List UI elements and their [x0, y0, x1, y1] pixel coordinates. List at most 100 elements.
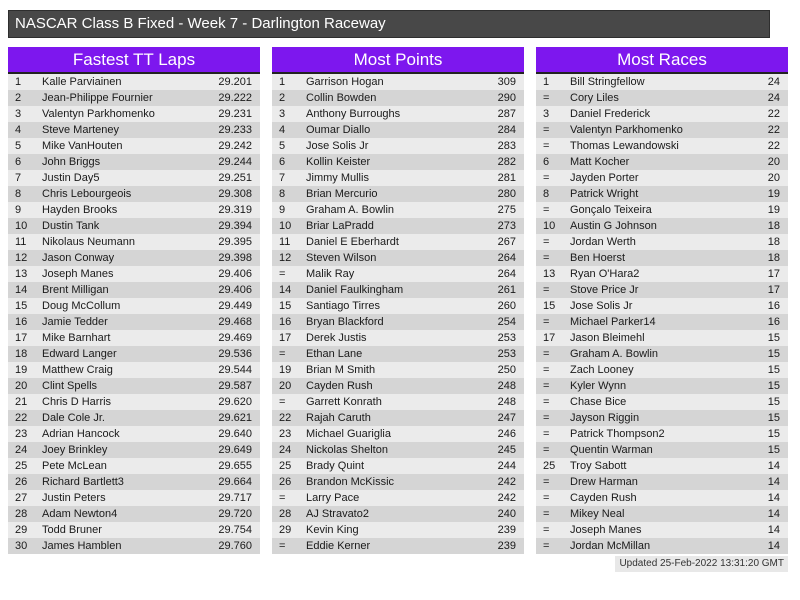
driver-name-cell: Jean-Philippe Fournier	[42, 92, 153, 104]
table-row: = Mikey Neal 14	[536, 506, 788, 522]
driver-name-cell: Joseph Manes	[42, 268, 114, 280]
table-row: = Stove Price Jr 17	[536, 282, 788, 298]
driver-name-cell: Chase Bice	[570, 396, 627, 408]
rank-cell: =	[543, 508, 550, 520]
rank-cell: =	[543, 428, 550, 440]
table-row: = Jayden Porter 20	[536, 170, 788, 186]
driver-name-cell: Richard Bartlett3	[42, 476, 124, 488]
value-cell: 14	[767, 460, 780, 472]
value-cell: 29.717	[218, 492, 252, 504]
value-cell: 246	[497, 428, 516, 440]
rank-cell: =	[543, 364, 550, 376]
driver-name-cell: Steve Marteney	[42, 124, 120, 136]
value-cell: 17	[767, 268, 780, 280]
driver-name-cell: Cayden Rush	[306, 380, 373, 392]
driver-name-cell: Anthony Burroughs	[306, 108, 401, 120]
table-row: 18 Edward Langer 29.536	[8, 346, 260, 362]
value-cell: 15	[767, 332, 780, 344]
driver-name-cell: Troy Sabott	[570, 460, 627, 472]
table-row: 29 Kevin King 239	[272, 522, 524, 538]
table-row: 24 Joey Brinkley 29.649	[8, 442, 260, 458]
driver-name-cell: Jordan Werth	[570, 236, 636, 248]
driver-name-cell: Ethan Lane	[306, 348, 363, 360]
rank-cell: 7	[15, 172, 22, 184]
rank-cell: 17	[543, 332, 556, 344]
table-title: Most Points	[353, 50, 443, 69]
value-cell: 29.406	[218, 268, 252, 280]
value-cell: 29.649	[218, 444, 252, 456]
rank-cell: =	[543, 252, 550, 264]
driver-name-cell: Thomas Lewandowski	[570, 140, 679, 152]
driver-name-cell: Jayson Riggin	[570, 412, 640, 424]
driver-name-cell: Drew Harman	[570, 476, 638, 488]
value-cell: 273	[497, 220, 516, 232]
rank-cell: =	[543, 348, 550, 360]
driver-name-cell: Cory Liles	[570, 92, 619, 104]
table-row: 4 Steve Marteney 29.233	[8, 122, 260, 138]
table-row: = Graham A. Bowlin 15	[536, 346, 788, 362]
value-cell: 22	[767, 140, 780, 152]
value-cell: 29.621	[218, 412, 252, 424]
rank-cell: 11	[279, 236, 291, 248]
table-body: 1 Kalle Parviainen 29.201 2 Jean-Philippe Fo…	[8, 74, 260, 554]
window-title-bar: NASCAR Class B Fixed - Week 7 - Darlingt…	[8, 10, 770, 38]
rank-cell: 23	[279, 428, 292, 440]
driver-name-cell: Bill Stringfellow	[570, 76, 645, 88]
table-header-fastest-tt-laps: Fastest TT Laps	[8, 47, 260, 74]
value-cell: 20	[767, 156, 780, 168]
driver-name-cell: Jose Solis Jr	[306, 140, 369, 152]
table-row: = Jayson Riggin 15	[536, 410, 788, 426]
value-cell: 22	[767, 124, 780, 136]
table-row: 16 Jamie Tedder 29.468	[8, 314, 260, 330]
rank-cell: 13	[15, 268, 28, 280]
driver-name-cell: Valentyn Parkhomenko	[42, 108, 155, 120]
rank-cell: 5	[15, 140, 22, 152]
driver-name-cell: Collin Bowden	[306, 92, 377, 104]
table-row: = Jordan Werth 18	[536, 234, 788, 250]
rank-cell: 8	[15, 188, 22, 200]
driver-name-cell: Justin Day5	[42, 172, 100, 184]
driver-name-cell: Joey Brinkley	[42, 444, 108, 456]
table-row: 17 Mike Barnhart 29.469	[8, 330, 260, 346]
rank-cell: =	[543, 396, 550, 408]
value-cell: 29.395	[218, 236, 252, 248]
rank-cell: 23	[15, 428, 28, 440]
value-cell: 29.449	[218, 300, 252, 312]
value-cell: 14	[767, 508, 780, 520]
driver-name-cell: Daniel Frederick	[570, 108, 651, 120]
value-cell: 253	[497, 332, 516, 344]
value-cell: 19	[767, 204, 780, 216]
driver-name-cell: Steven Wilson	[306, 252, 377, 264]
driver-name-cell: Kyler Wynn	[570, 380, 627, 392]
value-cell: 29.242	[218, 140, 252, 152]
driver-name-cell: Doug McCollum	[42, 300, 121, 312]
table-row: 22 Dale Cole Jr. 29.621	[8, 410, 260, 426]
table-most-races: Most Races 1 Bill Stringfellow 24 = Cory Lil…	[536, 47, 788, 554]
table-row: = Gonçalo Teixeira 19	[536, 202, 788, 218]
table-row: 10 Austin G Johnson 18	[536, 218, 788, 234]
table-row: 3 Anthony Burroughs 287	[272, 106, 524, 122]
rank-cell: =	[543, 284, 550, 296]
rank-cell: 4	[279, 124, 286, 136]
table-row: 3 Daniel Frederick 22	[536, 106, 788, 122]
rank-cell: 15	[279, 300, 292, 312]
rank-cell: 28	[15, 508, 28, 520]
value-cell: 29.536	[218, 348, 252, 360]
table-row: 15 Doug McCollum 29.449	[8, 298, 260, 314]
rank-cell: 10	[279, 220, 292, 232]
table-row: 13 Joseph Manes 29.406	[8, 266, 260, 282]
value-cell: 15	[767, 396, 780, 408]
table-title: Fastest TT Laps	[72, 50, 196, 69]
driver-name-cell: Nickolas Shelton	[306, 444, 388, 456]
table-row: 17 Jason Bleimehl 15	[536, 330, 788, 346]
rank-cell: =	[543, 172, 550, 184]
rank-cell: 20	[15, 380, 28, 392]
value-cell: 29.233	[218, 124, 252, 136]
value-cell: 29.251	[218, 172, 252, 184]
rank-cell: 16	[15, 316, 28, 328]
value-cell: 29.587	[218, 380, 252, 392]
rank-cell: 26	[15, 476, 28, 488]
value-cell: 17	[767, 284, 780, 296]
driver-name-cell: Matthew Craig	[42, 364, 113, 376]
value-cell: 14	[767, 540, 780, 552]
